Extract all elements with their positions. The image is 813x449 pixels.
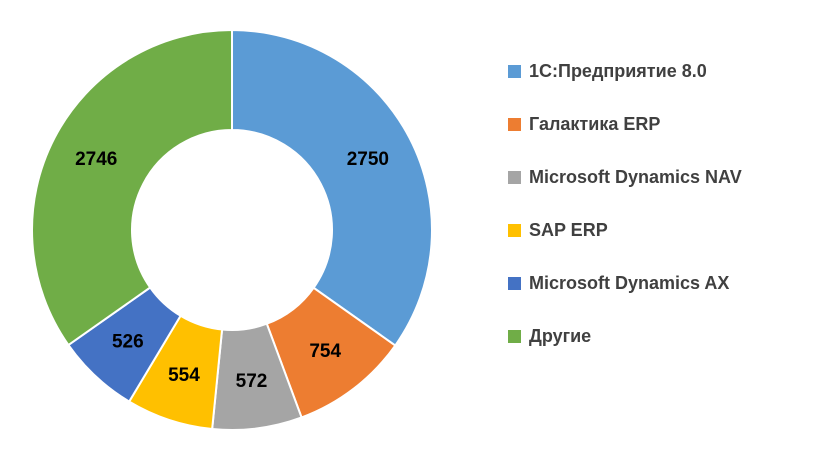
- data-label-ms-ax: 526: [112, 332, 144, 353]
- chart-legend: 1С:Предприятие 8.0 Галактика ERP Microso…: [508, 58, 742, 376]
- legend-label-ms-ax: Microsoft Dynamics AX: [529, 272, 730, 293]
- donut-value-labels: 2750 754 572 554 526 2746: [75, 149, 389, 392]
- legend-item-galaktika: Галактика ERP: [508, 111, 742, 137]
- legend-item-other: Другие: [508, 323, 742, 349]
- data-label-ms-nav: 572: [236, 371, 268, 392]
- legend-item-ms-nav: Microsoft Dynamics NAV: [508, 164, 742, 190]
- legend-item-1c: 1С:Предприятие 8.0: [508, 58, 742, 84]
- legend-item-ms-ax: Microsoft Dynamics AX: [508, 270, 742, 296]
- donut-slice-1c: [231, 28, 433, 347]
- data-label-1c: 2750: [347, 149, 389, 170]
- legend-swatch-galaktika: [508, 117, 521, 131]
- donut-slice-other: [31, 28, 233, 347]
- data-label-other: 2746: [75, 149, 117, 170]
- legend-label-other: Другие: [529, 325, 592, 346]
- legend-label-ms-nav: Microsoft Dynamics NAV: [529, 166, 742, 187]
- legend-label-sap: SAP ERP: [529, 219, 608, 240]
- legend-swatch-ms-nav: [508, 170, 521, 184]
- legend-swatch-1c: [508, 64, 521, 78]
- data-label-sap: 554: [168, 365, 200, 386]
- donut-slices: [31, 28, 433, 431]
- data-label-galaktika: 754: [309, 341, 341, 362]
- legend-item-sap: SAP ERP: [508, 217, 742, 243]
- legend-label-galaktika: Галактика ERP: [529, 113, 661, 134]
- legend-label-1c: 1С:Предприятие 8.0: [529, 60, 707, 81]
- legend-swatch-ms-ax: [508, 276, 521, 290]
- legend-swatch-other: [508, 329, 521, 343]
- legend-swatch-sap: [508, 223, 521, 237]
